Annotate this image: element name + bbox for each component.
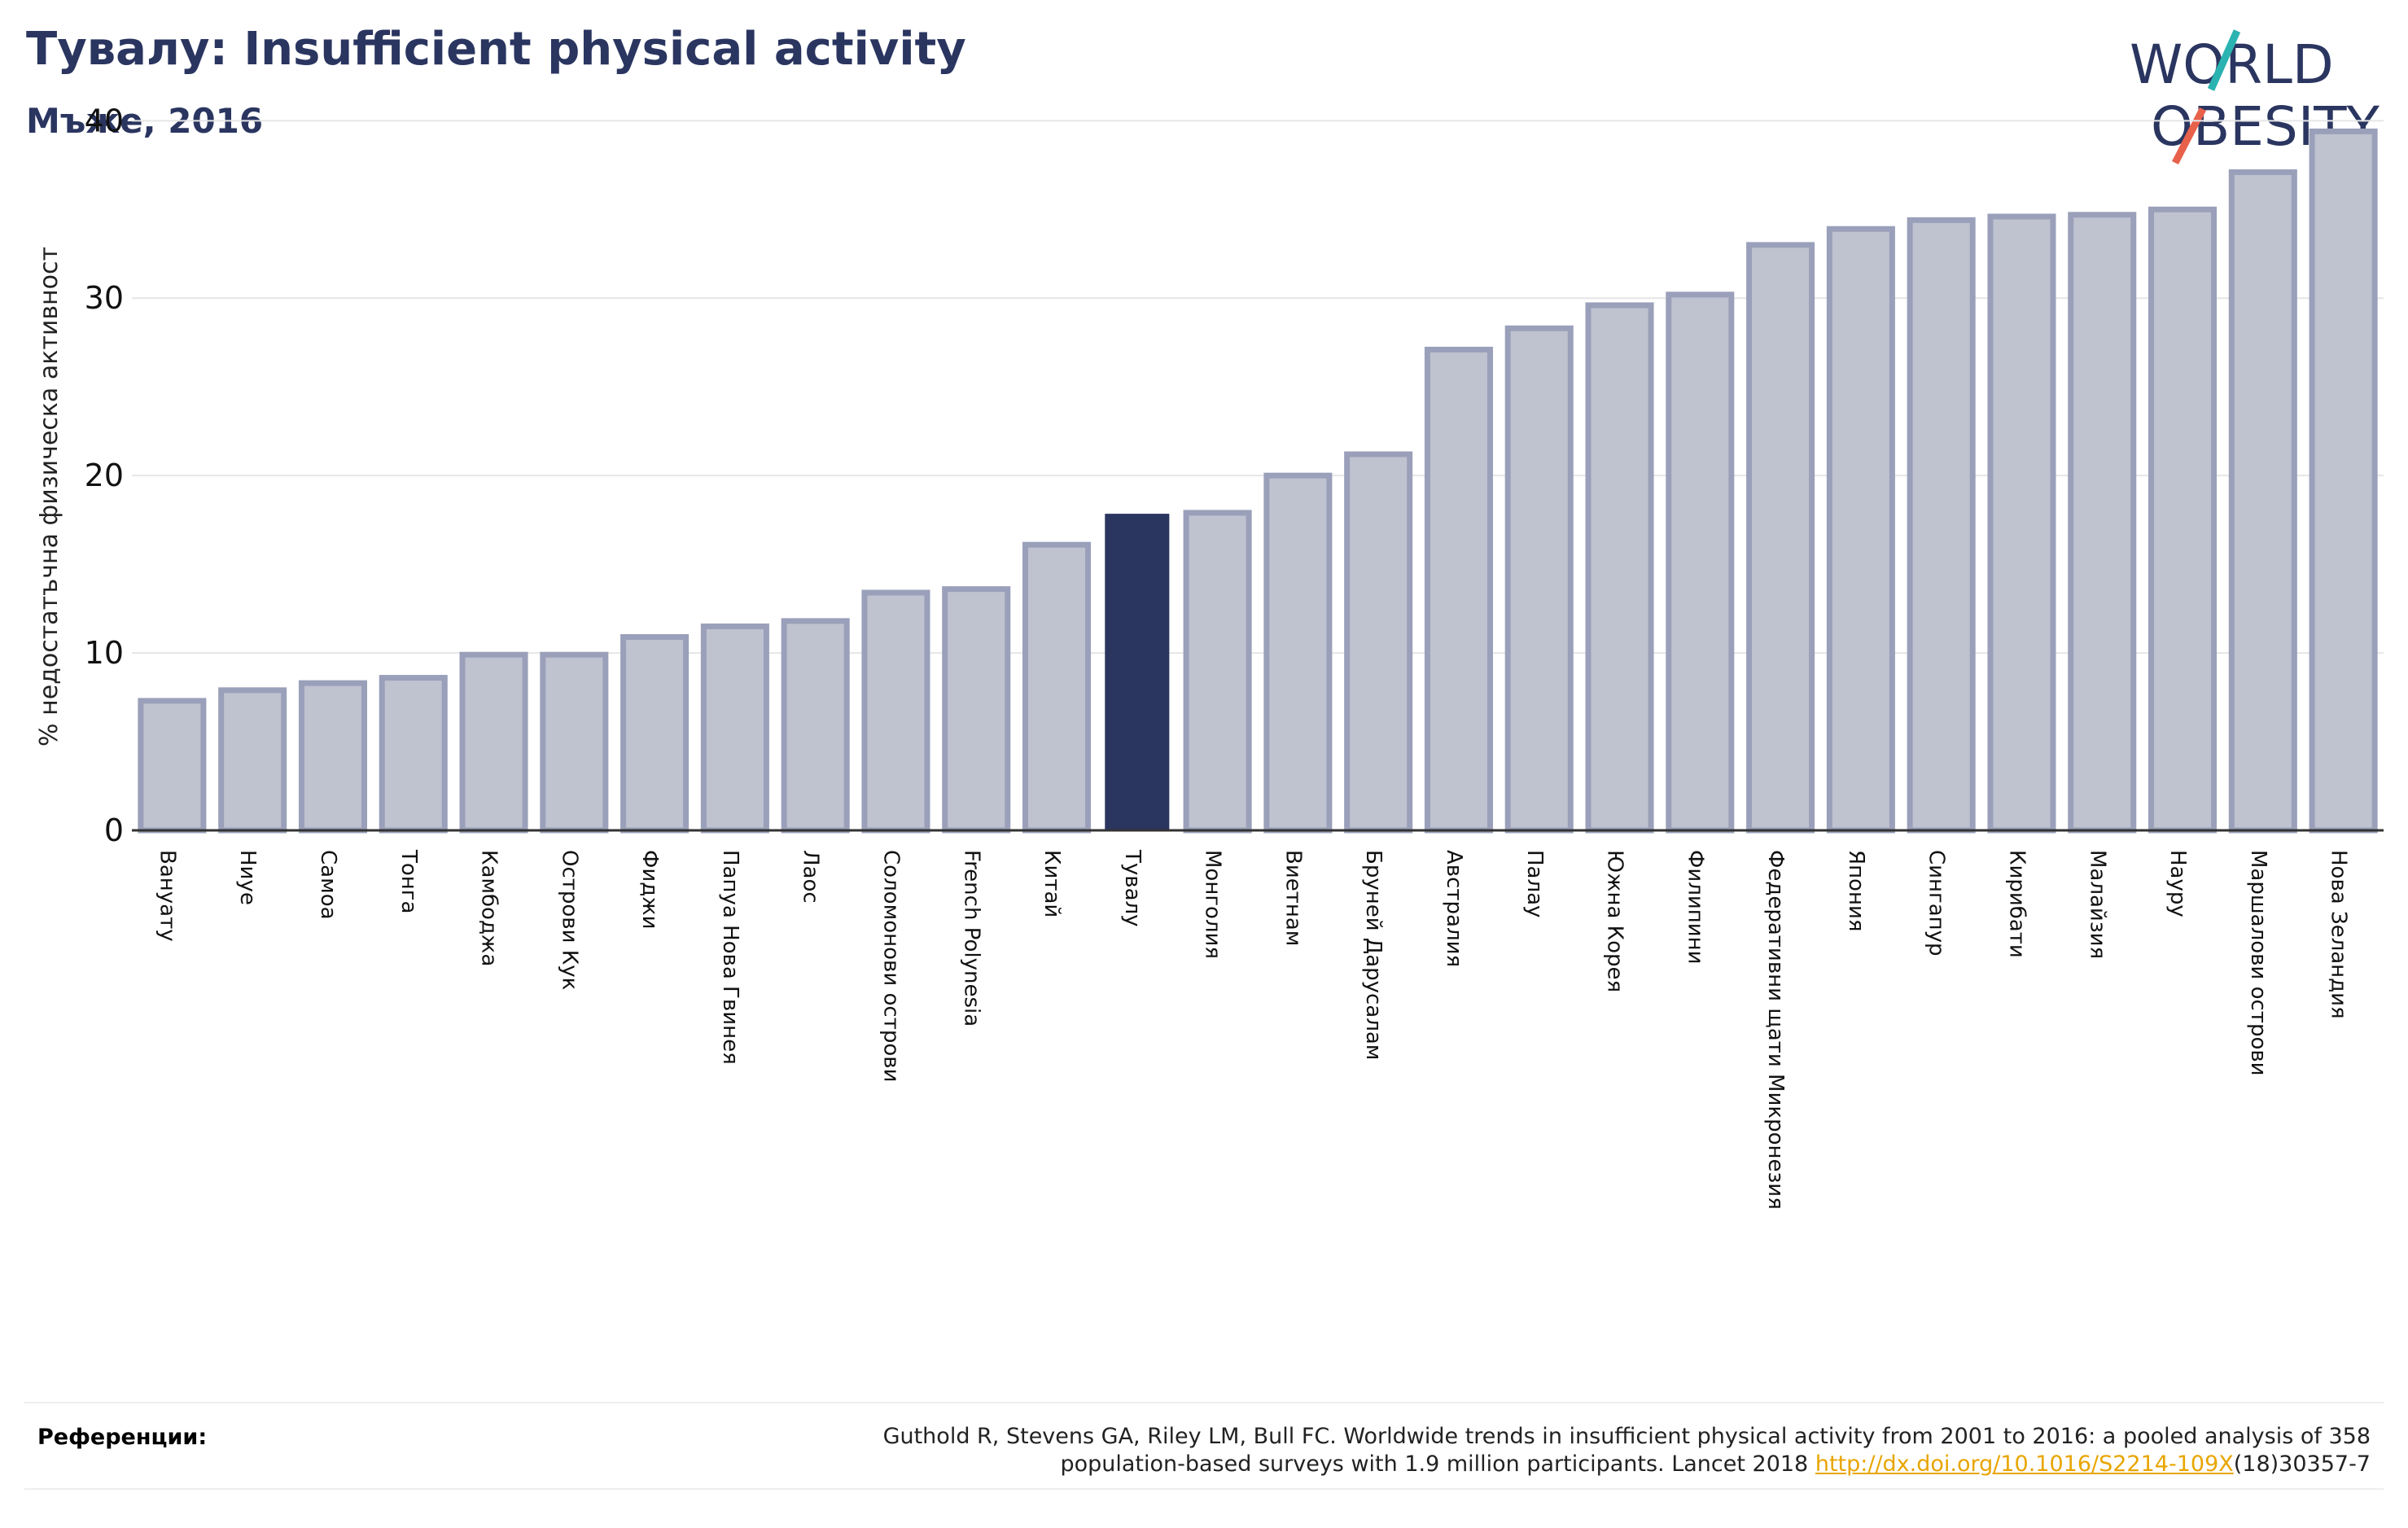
x-tick-label: Бруней Дарусалам xyxy=(1361,850,1386,1060)
x-tick-label: Кирибати xyxy=(2004,850,2029,958)
bar xyxy=(1987,213,2056,834)
x-tick-label: Федеративни щати Микронезия xyxy=(1763,850,1788,1210)
logo-slash-teal xyxy=(2207,29,2241,91)
x-tick-label: Камбоджа xyxy=(477,850,501,966)
x-tick-label: Южна Корея xyxy=(1603,850,1627,992)
bar xyxy=(942,586,1011,834)
bar xyxy=(379,675,448,834)
x-tick-label: Соломонови острови xyxy=(878,850,903,1082)
references-link-suffix: (18)30357-7 xyxy=(2233,1451,2371,1477)
x-tick-label: Китай xyxy=(1040,850,1064,917)
bar xyxy=(298,680,367,834)
x-tick-label: Нова Зеландия xyxy=(2327,850,2351,1019)
bar xyxy=(2309,128,2378,834)
y-tick-label: 10 xyxy=(85,635,124,671)
bar xyxy=(1504,325,1574,834)
x-tick-label: Малайзия xyxy=(2085,850,2109,959)
x-tick-label: Острови Кук xyxy=(557,850,581,990)
bar xyxy=(2228,169,2297,834)
x-tick-label: Тувалу xyxy=(1120,849,1145,927)
x-tick-label: Науру xyxy=(2165,850,2190,917)
bar xyxy=(1424,346,1493,834)
y-axis-ticks: 0 10 20 30 40 xyxy=(85,103,124,848)
bar xyxy=(1826,225,1895,834)
bar xyxy=(861,589,930,834)
x-tick-label: Палау xyxy=(1522,850,1547,917)
references-label: Референции: xyxy=(37,1425,208,1450)
x-tick-label: Сингапур xyxy=(1924,850,1949,957)
y-tick-label: 40 xyxy=(85,103,124,138)
bar-highlighted xyxy=(1105,514,1170,832)
references-doi-link[interactable]: http://dx.doi.org/10.1016/S2214-109X xyxy=(1815,1451,2234,1477)
bar xyxy=(138,698,207,834)
bar xyxy=(1746,242,1815,834)
x-tick-label: Маршалови острови xyxy=(2246,850,2270,1076)
bar xyxy=(540,651,609,834)
bar xyxy=(218,687,287,834)
bar xyxy=(1183,510,1252,834)
bars xyxy=(138,128,2378,834)
bar xyxy=(700,623,769,834)
x-tick-label: Папуа Нова Гвинея xyxy=(718,850,742,1065)
x-tick-label: Самоа xyxy=(316,850,340,920)
chart-title: Тувалу: Insufficient physical activity xyxy=(26,23,966,76)
bar xyxy=(1344,451,1413,834)
bar xyxy=(1263,472,1333,834)
logo-slash-red xyxy=(2171,107,2207,165)
bar xyxy=(2148,206,2218,834)
bar-chart: 0 10 20 30 40 Вануату Ниуе Самоа Тонга Камбоджа О… xyxy=(35,103,2384,1210)
references-line2: population-based surveys with 1.9 millio… xyxy=(1060,1451,1815,1477)
x-tick-label: Монголия xyxy=(1201,850,1225,959)
x-tick-label: Виетнам xyxy=(1281,850,1305,946)
x-tick-label: Вануату xyxy=(155,850,179,942)
x-tick-label: Лаос xyxy=(799,850,823,904)
bar xyxy=(1666,291,1735,834)
bar xyxy=(620,633,690,834)
bar xyxy=(1907,217,1976,834)
bar xyxy=(1022,541,1092,834)
x-tick-label: Тонга xyxy=(396,849,421,913)
x-tick-label: French Polynesia xyxy=(959,850,983,1027)
x-axis-labels: Вануату Ниуе Самоа Тонга Камбоджа Острови Кук… xyxy=(155,849,2350,1210)
references-panel: Референции: Guthold R, Stevens GA, Riley… xyxy=(24,1402,2384,1490)
y-tick-label: 20 xyxy=(85,458,124,493)
x-tick-label: Филипини xyxy=(1683,850,1707,965)
bar xyxy=(781,618,850,834)
references-line1: Guthold R, Stevens GA, Riley LM, Bull FC… xyxy=(882,1424,2371,1449)
x-tick-label: Австралия xyxy=(1442,850,1466,967)
bar xyxy=(2068,212,2137,834)
references-text: Guthold R, Stevens GA, Riley LM, Bull FC… xyxy=(580,1423,2371,1478)
x-tick-label: Ниуе xyxy=(235,850,260,905)
y-axis-label: % недостатъчна физическа активност xyxy=(35,247,63,746)
x-tick-label: Япония xyxy=(1844,850,1868,932)
bar xyxy=(459,651,528,834)
x-tick-label: Фиджи xyxy=(637,850,662,930)
bar xyxy=(1585,302,1654,834)
y-tick-label: 30 xyxy=(85,280,124,316)
y-tick-label: 0 xyxy=(104,812,124,848)
